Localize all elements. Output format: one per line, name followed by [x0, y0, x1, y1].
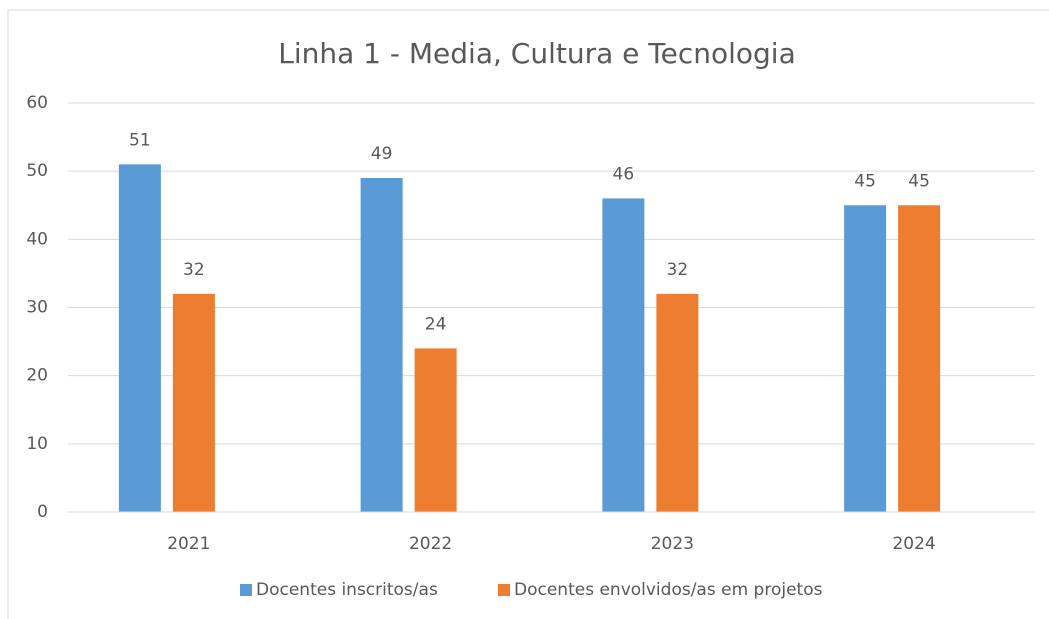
y-tick-label: 20 [26, 366, 48, 386]
y-tick-label: 40 [26, 229, 48, 249]
data-label: 24 [425, 314, 447, 334]
data-label: 45 [854, 171, 876, 191]
legend-swatch [240, 584, 252, 596]
bar [118, 164, 161, 512]
bar [414, 348, 457, 512]
legend-label: Docentes inscritos/as [256, 580, 438, 600]
bar [360, 177, 403, 512]
x-tick-label: 2024 [892, 534, 935, 554]
y-tick-label: 0 [37, 502, 48, 522]
bar [172, 293, 215, 512]
data-label: 32 [183, 260, 205, 280]
y-tick-label: 10 [26, 434, 48, 454]
data-label: 51 [129, 130, 151, 150]
y-tick-label: 60 [26, 93, 48, 113]
legend-label: Docentes envolvidos/as em projetos [514, 580, 823, 600]
legend-swatch [498, 584, 510, 596]
bar [602, 198, 645, 512]
data-label: 49 [371, 144, 393, 164]
bar [898, 205, 941, 512]
y-tick-label: 30 [26, 298, 48, 318]
bar [844, 205, 887, 512]
bar [656, 293, 699, 512]
data-label: 45 [908, 171, 930, 191]
chart-border [7, 9, 1049, 619]
chart-title: Linha 1 - Media, Cultura e Tecnologia [278, 37, 796, 70]
x-tick-label: 2021 [167, 534, 210, 554]
y-tick-label: 50 [26, 161, 48, 181]
data-label: 32 [667, 260, 689, 280]
x-tick-label: 2023 [651, 534, 694, 554]
x-tick-label: 2022 [409, 534, 452, 554]
data-label: 46 [613, 164, 635, 184]
